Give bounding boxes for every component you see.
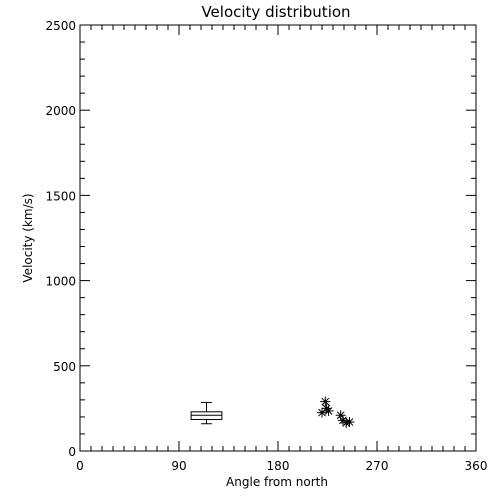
- y-tick-label: 1500: [45, 189, 76, 203]
- data-point: [320, 396, 331, 407]
- x-tick-label: 180: [267, 459, 290, 473]
- tick-marks: [79, 24, 477, 452]
- y-tick-label: 0: [68, 445, 76, 459]
- plot-frame-group: [79, 24, 477, 452]
- y-tick-label: 500: [53, 360, 76, 374]
- asterisk-stroke: [324, 407, 333, 415]
- chart-title: Velocity distribution: [201, 3, 350, 21]
- y-tick-label: 1000: [45, 275, 76, 289]
- tick-labels: 0 90 180 270 360 0 500 1000 1500 2000 2500: [45, 19, 487, 473]
- x-tick-label: 360: [465, 459, 488, 473]
- x-tick-label: 270: [366, 459, 389, 473]
- asterisk-stroke: [321, 397, 330, 406]
- plot-frame: [79, 24, 477, 452]
- data-points: [317, 396, 355, 428]
- asterisk-stroke: [339, 416, 347, 425]
- asterisk-stroke: [336, 411, 345, 420]
- y-tick-label: 2500: [45, 19, 76, 33]
- data-point: [323, 405, 334, 416]
- data-point: [344, 417, 355, 428]
- y-axis-label: Velocity (km/s): [21, 193, 35, 282]
- asterisk-stroke: [345, 418, 354, 426]
- x-tick-label: 90: [171, 459, 186, 473]
- boxplot: [190, 401, 223, 425]
- x-tick-label: 0: [76, 459, 84, 473]
- y-tick-label: 2000: [45, 104, 76, 118]
- x-axis-label: Angle from north: [226, 475, 328, 489]
